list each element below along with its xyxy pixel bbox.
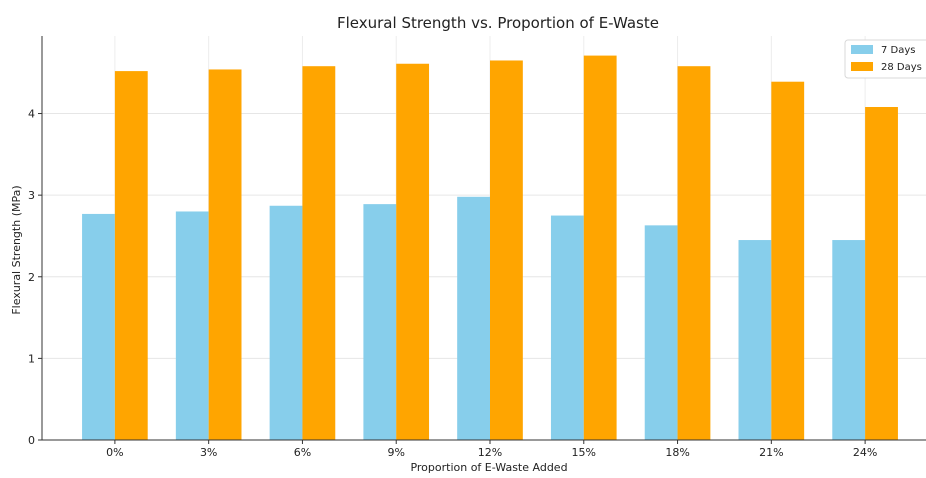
- legend-swatch-28-days: [851, 62, 873, 71]
- bar-28-days-21pct: [771, 82, 804, 440]
- legend-swatch-7-days: [851, 45, 873, 54]
- bar-28-days-18pct: [678, 66, 711, 440]
- bar-7-days-24pct: [832, 240, 865, 440]
- x-tick-label: 9%: [387, 446, 404, 459]
- y-tick-label: 3: [28, 189, 35, 202]
- x-tick-label: 18%: [665, 446, 689, 459]
- x-tick-label: 6%: [294, 446, 311, 459]
- bar-28-days-3pct: [209, 69, 242, 440]
- y-ticks: 0 1 2 3 4: [28, 108, 42, 447]
- chart-title: Flexural Strength vs. Proportion of E-Wa…: [337, 14, 659, 32]
- x-tick-label: 12%: [478, 446, 502, 459]
- bar-28-days-9pct: [396, 64, 429, 440]
- y-tick-label: 1: [28, 352, 35, 365]
- bar-28-days-0pct: [115, 71, 148, 440]
- bar-28-days-12pct: [490, 60, 523, 440]
- legend-label-28-days: 28 Days: [881, 62, 922, 73]
- legend: 7 Days 28 Days: [845, 40, 926, 78]
- bar-7-days-3pct: [176, 211, 209, 440]
- bar-7-days-15pct: [551, 216, 584, 440]
- legend-label-7-days: 7 Days: [881, 45, 916, 56]
- x-tick-label: 3%: [200, 446, 217, 459]
- bar-7-days-0pct: [82, 214, 115, 440]
- bar-7-days-6pct: [270, 206, 303, 440]
- x-tick-label: 15%: [572, 446, 596, 459]
- y-tick-label: 4: [28, 108, 35, 121]
- x-tick-label: 21%: [759, 446, 783, 459]
- bar-28-days-15pct: [584, 56, 617, 440]
- x-ticks: 0% 3% 6% 9% 12% 15% 18% 21% 24%: [106, 440, 877, 459]
- bar-7-days-21pct: [739, 240, 772, 440]
- y-axis-label: Flexural Strength (MPa): [10, 185, 23, 314]
- bar-7-days-18pct: [645, 225, 678, 440]
- bar-7-days-9pct: [363, 204, 396, 440]
- y-tick-label: 0: [28, 434, 35, 447]
- y-tick-label: 2: [28, 271, 35, 284]
- bar-28-days-24pct: [865, 107, 898, 440]
- x-tick-label: 24%: [853, 446, 877, 459]
- x-axis-label: Proportion of E-Waste Added: [410, 461, 567, 474]
- x-tick-label: 0%: [106, 446, 123, 459]
- bar-28-days-6pct: [302, 66, 335, 440]
- bar-7-days-12pct: [457, 197, 490, 440]
